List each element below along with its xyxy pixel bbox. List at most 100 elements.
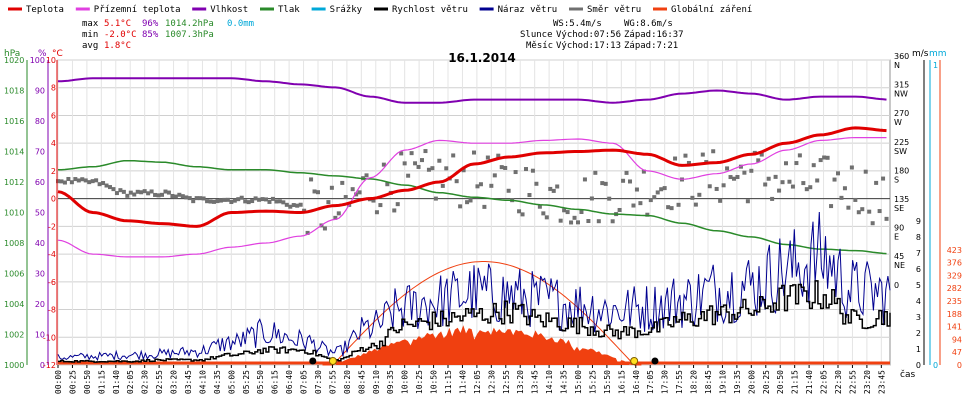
x-tick-label: 20:50 <box>776 370 785 394</box>
wind-direction-point <box>437 158 442 163</box>
wind-direction-point <box>482 204 487 209</box>
wind-direction-point <box>430 166 435 171</box>
wind-direction-point <box>264 197 268 202</box>
wind-direction-point <box>198 196 203 201</box>
x-tick-label: 21:40 <box>805 370 814 394</box>
wind-direction-point <box>371 198 376 203</box>
pressure-tick-label: 1010 <box>4 209 24 218</box>
legend-label: Směr větru <box>587 5 641 15</box>
x-tick-label: 03:45 <box>184 370 193 394</box>
wind-direction-point <box>267 199 272 204</box>
wind-direction-point <box>146 191 151 196</box>
radiation-tick-label: 0 <box>957 361 962 370</box>
wind-direction-point <box>707 184 712 189</box>
wind-direction-point <box>562 208 567 213</box>
wind-direction-point <box>572 215 577 220</box>
direction-compass-label: E <box>894 233 899 242</box>
wind-direction-point <box>787 179 792 184</box>
wind-direction-point <box>777 188 782 193</box>
wind-direction-point <box>232 198 237 203</box>
wind-direction-point <box>822 155 827 160</box>
wind-direction-point <box>725 166 730 171</box>
wind-direction-point <box>385 182 390 187</box>
wind-direction-point <box>797 153 802 158</box>
left-axes: 1000100210041006100810101012101410161018… <box>4 56 58 370</box>
pressure-line <box>57 159 887 255</box>
x-tick-label: 07:05 <box>300 370 309 394</box>
wind-direction-point <box>853 197 858 202</box>
axis-unit-labels: hPa % °C m/s mm čas <box>4 49 947 380</box>
direction-compass-label: N <box>894 61 900 70</box>
pressure-tick-label: 1006 <box>4 270 24 279</box>
direction-tick-label: 45 <box>894 252 904 261</box>
sun-set: Západ:16:37 <box>624 30 684 40</box>
radiation-series <box>58 261 890 366</box>
wind-direction-point <box>312 189 317 194</box>
wind-direction-point <box>236 197 241 202</box>
x-tick-label: 13:20 <box>516 370 525 394</box>
wind-direction-point <box>399 151 404 156</box>
wind-direction-point <box>191 199 196 204</box>
stats-avg-temp: 1.8°C <box>104 41 131 51</box>
x-tick-label: 10:25 <box>415 370 424 394</box>
wind-wg: WG:8.6m/s <box>624 19 673 29</box>
wind-direction-point <box>156 193 161 198</box>
x-tick-label: 23:45 <box>877 370 886 394</box>
wind-tick-label: 8 <box>916 233 921 242</box>
x-tick-label: 18:20 <box>690 370 699 394</box>
wind-direction-point <box>218 198 223 203</box>
wind-direction-point <box>825 155 830 160</box>
radiation-tick-label: 423 <box>947 246 962 255</box>
humidity-tick-label: 60 <box>35 178 45 187</box>
wind-direction-point <box>530 168 535 173</box>
wind-direction-point <box>291 203 296 208</box>
stats-min-temp: -2.0°C <box>104 30 137 40</box>
wind-direction-point <box>759 152 764 157</box>
wind-direction-point <box>641 169 646 174</box>
moonset-marker <box>309 357 317 365</box>
pressure-tick-label: 1004 <box>4 300 24 309</box>
wind-direction-point <box>354 192 359 197</box>
wind-direction-point <box>496 153 501 158</box>
wind-direction-point <box>392 208 397 213</box>
moonrise-marker <box>651 357 659 365</box>
x-tick-label: 17:05 <box>646 370 655 394</box>
direction-tick-label: 90 <box>894 224 904 233</box>
wind-direction-point <box>184 195 189 200</box>
sunrise-marker <box>328 357 337 365</box>
humidity-tick-label: 50 <box>35 209 45 218</box>
wind-direction-point <box>485 155 490 160</box>
wind-tick-label: 4 <box>916 297 921 306</box>
wind-direction-point <box>250 199 255 204</box>
wind-direction-point <box>62 180 67 185</box>
x-tick-label: 02:55 <box>155 370 164 394</box>
wind-direction-point <box>624 170 629 175</box>
wind-direction-point <box>295 203 300 208</box>
wind-direction-point <box>153 192 158 197</box>
wind-direction-point <box>870 221 875 226</box>
x-tick-label: 05:00 <box>227 370 236 394</box>
x-tick-label: 19:35 <box>733 370 742 394</box>
wind-direction-point <box>749 168 754 173</box>
wind-direction-point <box>475 184 480 189</box>
wind-direction-point <box>336 211 341 216</box>
pressure-tick-label: 1014 <box>4 148 24 157</box>
wind-direction-point <box>454 179 459 184</box>
x-tick-label: 08:45 <box>357 370 366 394</box>
wind-direction-point <box>212 199 216 204</box>
direction-tick-label: 315 <box>894 81 909 90</box>
wind-direction-point <box>66 176 71 181</box>
x-tick-label: 01:15 <box>97 370 106 394</box>
wind-direction-point <box>374 210 379 215</box>
temperature-tick-label: -10 <box>43 333 56 342</box>
wind-tick-label: 5 <box>916 281 921 290</box>
humidity-unit: % <box>38 49 47 59</box>
chart-title: 16.1.2014 <box>448 51 516 65</box>
wind-direction-point <box>208 199 213 204</box>
x-tick-label: 12:55 <box>502 370 511 394</box>
wind-direction-point <box>742 170 747 175</box>
pressure-tick-label: 1000 <box>4 361 24 370</box>
wind-direction-point <box>596 219 601 224</box>
